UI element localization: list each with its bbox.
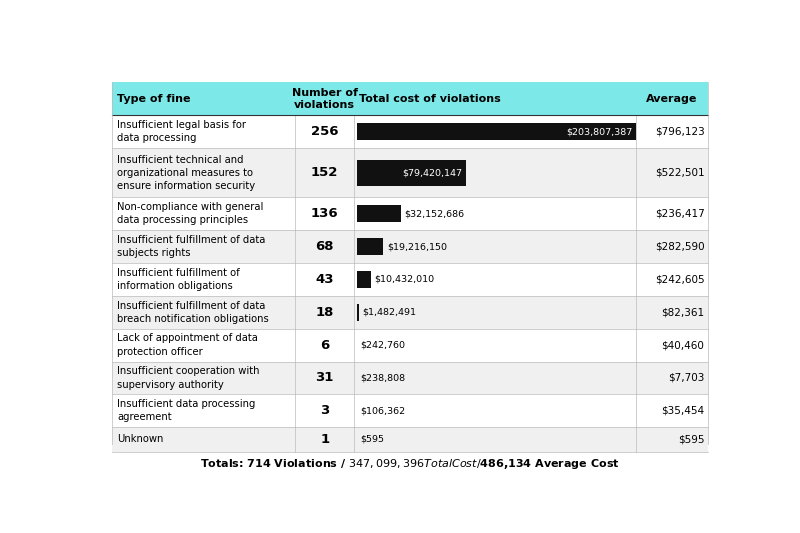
Text: 3: 3 [320, 404, 330, 417]
Text: $40,460: $40,460 [662, 340, 705, 350]
Text: Average: Average [646, 94, 698, 104]
Text: 152: 152 [311, 166, 338, 179]
Bar [112, 329, 707, 361]
Bar [357, 205, 401, 222]
Text: $35,454: $35,454 [662, 406, 705, 416]
Bar [112, 83, 707, 115]
Bar [112, 115, 707, 148]
Bar [112, 148, 707, 197]
Text: $32,152,686: $32,152,686 [405, 209, 465, 218]
Text: 18: 18 [315, 306, 334, 319]
Text: 136: 136 [311, 207, 338, 220]
Text: Non-compliance with general
data processing principles: Non-compliance with general data process… [118, 202, 264, 225]
Text: Total cost of violations: Total cost of violations [359, 94, 501, 104]
Text: Insufficient fulfillment of data
subjects rights: Insufficient fulfillment of data subject… [118, 235, 266, 258]
Bar [112, 427, 707, 452]
Text: $796,123: $796,123 [654, 127, 705, 136]
Text: $236,417: $236,417 [654, 209, 705, 219]
Text: Insufficient fulfillment of data
breach notification obligations: Insufficient fulfillment of data breach … [118, 301, 269, 324]
Text: Insufficient data processing
agreement: Insufficient data processing agreement [118, 399, 256, 422]
Bar [112, 230, 707, 263]
Text: 31: 31 [315, 372, 334, 384]
Bar [112, 296, 707, 329]
Text: $106,362: $106,362 [361, 406, 406, 415]
Text: $238,808: $238,808 [361, 374, 406, 382]
Text: Lack of appointment of data
protection officer: Lack of appointment of data protection o… [118, 334, 258, 357]
Text: $203,807,387: $203,807,387 [566, 127, 633, 136]
Text: $10,432,010: $10,432,010 [374, 275, 435, 284]
Text: Insufficient fulfillment of
information obligations: Insufficient fulfillment of information … [118, 268, 240, 291]
Bar [357, 238, 383, 255]
Text: Unknown: Unknown [118, 434, 164, 445]
Text: $595: $595 [678, 434, 705, 445]
Text: $79,420,147: $79,420,147 [402, 168, 462, 177]
Text: 68: 68 [315, 240, 334, 253]
Text: $242,760: $242,760 [361, 341, 406, 350]
Text: Insufficient cooperation with
supervisory authority: Insufficient cooperation with supervisor… [118, 366, 260, 390]
Text: Totals: 714 Violations / $347,099,396 Total Cost / $486,134 Average Cost: Totals: 714 Violations / $347,099,396 To… [200, 457, 620, 471]
Text: Insufficient technical and
organizational measures to
ensure information securit: Insufficient technical and organizationa… [118, 155, 255, 191]
Text: Number of
violations: Number of violations [292, 87, 358, 110]
Bar [112, 197, 707, 230]
Bar [357, 123, 636, 140]
Text: $242,605: $242,605 [655, 274, 705, 285]
Text: Insufficient legal basis for
data processing: Insufficient legal basis for data proces… [118, 120, 246, 143]
Text: $1,482,491: $1,482,491 [362, 308, 417, 317]
Text: $7,703: $7,703 [668, 373, 705, 383]
Text: $19,216,150: $19,216,150 [386, 242, 446, 251]
Bar [112, 263, 707, 296]
Text: Type of fine: Type of fine [118, 94, 191, 104]
Text: 256: 256 [311, 125, 338, 138]
Bar [357, 304, 358, 321]
Text: 1: 1 [320, 433, 330, 446]
Text: $522,501: $522,501 [655, 168, 705, 177]
Text: $82,361: $82,361 [662, 307, 705, 317]
Text: 6: 6 [320, 338, 330, 352]
Bar [112, 394, 707, 427]
Text: $595: $595 [361, 435, 385, 444]
Text: 43: 43 [315, 273, 334, 286]
Bar [357, 271, 371, 288]
Text: $282,590: $282,590 [655, 241, 705, 252]
Bar [357, 160, 466, 185]
Bar [112, 361, 707, 394]
